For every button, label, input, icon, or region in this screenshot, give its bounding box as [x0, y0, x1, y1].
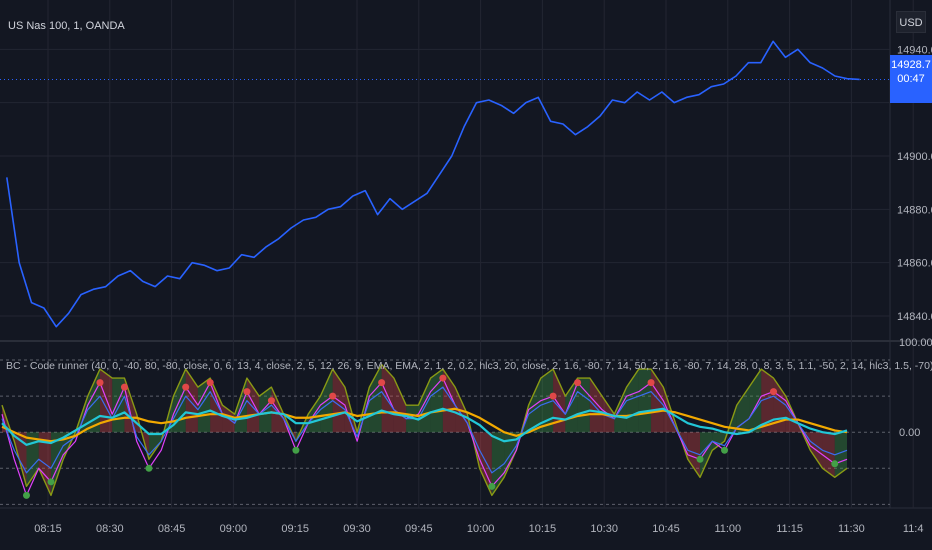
osc-line-cyan: [1, 407, 848, 446]
osc-line-blue: [1, 386, 848, 474]
time-tick-label: 10:45: [652, 523, 680, 535]
osc-band: [148, 432, 162, 460]
osc-band: [418, 378, 431, 433]
osc-band: [749, 369, 762, 433]
osc-signal-dot: [206, 379, 214, 387]
osc-signal-dot: [120, 383, 128, 391]
osc-signal-dot: [721, 446, 729, 454]
osc-band: [761, 369, 774, 433]
osc-band: [553, 369, 566, 433]
osc-signal-dot: [647, 379, 655, 387]
osc-line-orange: [1, 407, 848, 443]
time-tick-label: 11:15: [776, 523, 803, 535]
osc-line-magenta: [1, 377, 848, 496]
time-tick-label: 08:30: [96, 523, 124, 535]
time-tick-label: 09:15: [281, 523, 309, 535]
osc-band: [736, 387, 750, 433]
osc-signal-dot: [96, 379, 104, 387]
osc-band: [687, 432, 701, 478]
time-tick-label: 08:15: [34, 523, 62, 535]
osc-band: [638, 369, 652, 433]
price-line: [6, 40, 860, 328]
time-tick-label: 09:30: [343, 523, 371, 535]
osc-band: [834, 432, 847, 478]
osc-line-olive: [1, 363, 848, 497]
osc-signal-dot: [574, 379, 582, 387]
symbol-title[interactable]: US Nas 100, 1, OANDA: [8, 20, 125, 32]
price-tick-label: 14940.0: [897, 44, 932, 56]
osc-tick-label: 100.00: [899, 337, 932, 349]
osc-band: [430, 369, 443, 433]
osc-tick-label: 0.00: [899, 427, 920, 439]
current-price: 14928.7: [891, 59, 931, 71]
osc-band: [822, 432, 835, 478]
osc-band: [87, 369, 100, 433]
osc-signal-dot: [292, 446, 300, 454]
osc-signal-dot: [378, 379, 386, 387]
price-tick-label: 14840.0: [897, 311, 932, 323]
osc-signal-dot: [488, 482, 496, 490]
osc-signal-dot: [770, 388, 778, 396]
osc-band: [393, 378, 407, 433]
osc-band: [197, 378, 211, 433]
time-tick-label: 10:30: [590, 523, 618, 535]
osc-signal-dot: [145, 464, 153, 472]
bar-countdown: 00:47: [897, 73, 925, 85]
time-tick-label: 11:30: [838, 523, 865, 535]
time-tick-label: 09:00: [220, 523, 248, 535]
osc-band: [651, 369, 664, 433]
price-tick-label: 14880.0: [897, 204, 932, 216]
osc-signal-dot: [22, 491, 30, 499]
osc-signal-dot: [243, 388, 251, 396]
osc-signal-dot: [696, 455, 704, 463]
osc-band: [700, 432, 713, 478]
indicator-label[interactable]: BC - Code runner (40, 0, -40, 80, -80, c…: [6, 360, 932, 372]
price-tick-label: 14860.0: [897, 258, 932, 270]
time-tick-label: 10:00: [467, 523, 495, 535]
osc-signal-dot: [182, 383, 190, 391]
osc-signal-dot: [549, 392, 557, 400]
osc-signal-dot: [47, 478, 55, 486]
osc-band: [50, 432, 64, 496]
time-tick-label: 11:00: [714, 523, 741, 535]
current-price-tag: 14928.7 00:47: [890, 55, 932, 103]
osc-signal-dot: [831, 460, 839, 468]
osc-band: [577, 378, 590, 433]
osc-band: [491, 432, 505, 496]
osc-band: [540, 369, 554, 433]
osc-band: [712, 432, 725, 451]
currency-button[interactable]: USD: [896, 11, 926, 33]
time-tick-label: 11:4: [903, 523, 924, 535]
time-tick-label: 08:45: [158, 523, 186, 535]
osc-signal-dot: [267, 397, 275, 405]
time-tick-label: 09:45: [405, 523, 433, 535]
price-tick-label: 14900.0: [897, 151, 932, 163]
time-tick-label: 10:15: [529, 523, 557, 535]
osc-band: [381, 364, 394, 433]
osc-signal-dot: [439, 374, 447, 382]
osc-signal-dot: [329, 392, 337, 400]
